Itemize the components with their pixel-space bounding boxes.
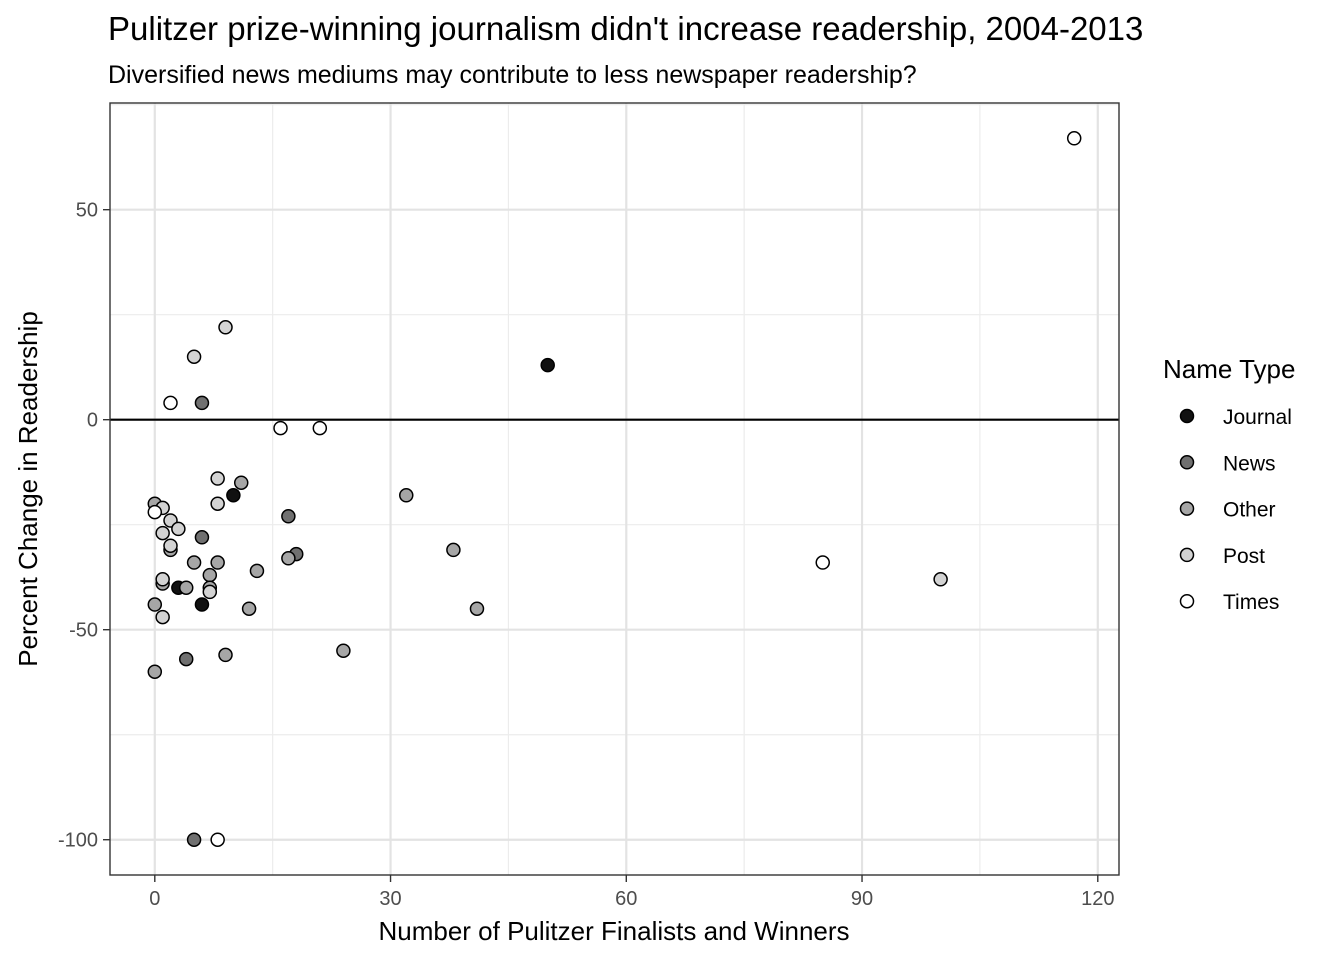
data-point-post <box>218 320 233 335</box>
legend-entries: Journal News Other Post Times <box>1179 406 1292 614</box>
legend-label-post: Post <box>1223 545 1265 568</box>
data-point-other <box>241 601 257 616</box>
data-point-post <box>163 538 178 553</box>
x-axis: 0 30 60 90 120 <box>149 875 1114 910</box>
data-point-post <box>171 521 186 537</box>
y-axis: -100 -50 0 50 <box>58 200 110 852</box>
legend-label-news: News <box>1223 452 1276 475</box>
data-point-other <box>202 567 218 583</box>
x-tick-label: 60 <box>615 888 637 910</box>
data-point-news <box>194 530 210 545</box>
data-point-other <box>186 555 202 570</box>
chart-subtitle: Diversified news mediums may contribute … <box>108 61 917 89</box>
data-point-news <box>186 832 202 847</box>
plot-border <box>109 102 1120 876</box>
data-point-news <box>281 509 296 524</box>
data-point-other <box>147 597 163 612</box>
legend: Name Type Journal News Other Post Times <box>1163 354 1295 614</box>
y-tick-label: 0 <box>87 410 98 432</box>
legend-key-journal <box>1179 408 1195 424</box>
data-point-other <box>336 643 351 658</box>
data-point-post <box>155 572 170 587</box>
data-point-news <box>178 651 194 667</box>
x-tick-label: 30 <box>379 888 401 910</box>
data-point-times <box>210 832 225 847</box>
data-point-other <box>147 664 163 679</box>
data-point-post <box>186 349 202 364</box>
x-tick-label: 120 <box>1081 888 1114 910</box>
grid-major <box>110 103 1119 875</box>
legend-key-news <box>1179 455 1195 470</box>
data-point-post <box>210 496 225 511</box>
y-axis-title: Percent Change in Readership <box>13 311 43 667</box>
data-point-times <box>273 420 288 436</box>
x-tick-label: 90 <box>851 888 873 910</box>
data-point-post <box>155 609 170 625</box>
legend-key-other <box>1179 501 1195 516</box>
data-point-post <box>210 471 225 486</box>
legend-title: Name Type <box>1163 354 1295 384</box>
y-tick-label: -50 <box>69 620 98 642</box>
y-tick-label: -100 <box>58 830 98 852</box>
data-points <box>147 131 1082 847</box>
grid-minor <box>110 103 1119 875</box>
data-point-other <box>218 647 233 663</box>
data-point-other <box>178 580 194 595</box>
data-point-journal <box>194 597 210 612</box>
data-point-post <box>202 584 218 600</box>
data-point-other <box>210 555 225 570</box>
data-point-post <box>155 525 170 541</box>
data-point-other <box>281 551 296 566</box>
data-point-journal <box>226 488 241 503</box>
data-point-times <box>1066 131 1082 146</box>
y-tick-label: 50 <box>76 200 98 222</box>
data-point-other <box>233 475 249 490</box>
data-point-other <box>446 542 461 558</box>
data-point-post <box>933 572 948 587</box>
plot-area <box>109 102 1120 876</box>
chart-title: Pulitzer prize-winning journalism didn't… <box>108 10 1143 47</box>
data-point-times <box>147 504 163 520</box>
legend-key-post <box>1179 547 1195 563</box>
data-point-other <box>399 488 414 503</box>
data-point-times <box>163 395 178 411</box>
x-tick-label: 0 <box>149 888 160 910</box>
data-point-times <box>312 420 328 436</box>
plot-background <box>110 103 1119 875</box>
legend-key-times <box>1179 593 1195 609</box>
data-point-times <box>815 555 830 570</box>
data-point-news <box>194 395 210 411</box>
legend-label-times: Times <box>1223 591 1279 614</box>
data-point-other <box>249 563 265 579</box>
data-point-other <box>469 601 485 616</box>
legend-label-journal: Journal <box>1223 406 1292 429</box>
data-point-journal <box>540 357 555 373</box>
legend-label-other: Other <box>1223 499 1276 522</box>
x-axis-title: Number of Pulitzer Finalists and Winners <box>378 916 849 946</box>
